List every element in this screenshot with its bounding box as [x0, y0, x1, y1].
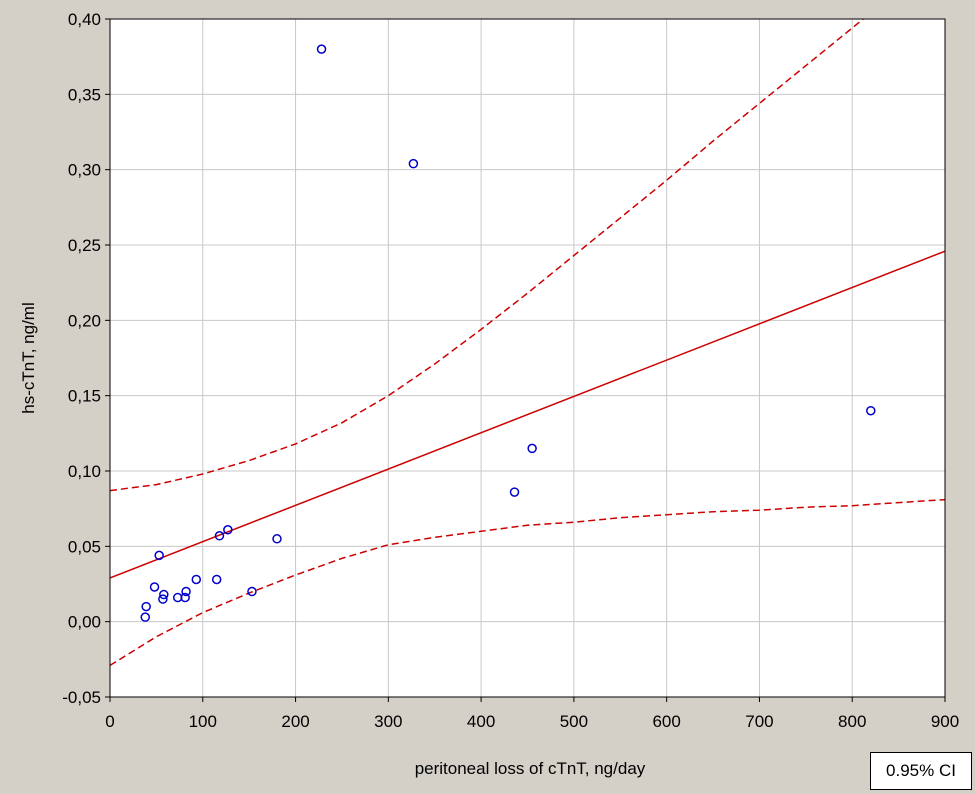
y-tick-label: 0,00: [68, 613, 101, 632]
x-tick-label: 300: [374, 712, 402, 731]
y-tick-label: 0,40: [68, 10, 101, 29]
data-point: [154, 550, 164, 561]
y-tick-label: 0,10: [68, 462, 101, 481]
x-tick-label: 900: [931, 712, 959, 731]
ci-lower-line: [110, 498, 945, 667]
x-tick-label: 0: [105, 712, 114, 731]
data-point: [214, 531, 225, 541]
data-point: [181, 586, 191, 597]
x-axis-label: peritoneal loss of cTnT, ng/day: [415, 759, 646, 778]
x-tick-label: 400: [467, 712, 495, 731]
data-point: [866, 405, 876, 416]
data-point: [316, 44, 327, 54]
data-point: [159, 589, 169, 600]
y-axis-label: hs-cTnT, ng/ml: [19, 302, 38, 413]
data-point: [211, 574, 222, 585]
data-point: [141, 601, 151, 612]
y-tick-label: 0,15: [68, 387, 101, 406]
plot-area: [110, 19, 945, 697]
ci-upper-line: [110, 19, 865, 492]
y-tick-label: 0,05: [68, 537, 101, 556]
x-tick-label: 500: [560, 712, 588, 731]
x-tick-label: 100: [189, 712, 217, 731]
data-point: [509, 487, 520, 497]
data-point: [223, 525, 233, 535]
y-tick-label: 0,35: [68, 85, 101, 104]
x-tick-label: 600: [652, 712, 680, 731]
data-point: [527, 443, 537, 454]
plot-frame: [109, 18, 946, 698]
data-point: [158, 594, 168, 604]
confidence-interval-button[interactable]: 0.95% CI: [870, 752, 972, 790]
data-point: [272, 534, 282, 544]
data-point: [408, 158, 419, 169]
data-point: [149, 582, 160, 592]
regression-line: [110, 250, 945, 579]
y-tick-label: 0,30: [68, 161, 101, 180]
data-point: [247, 586, 257, 597]
y-tick-label: -0,05: [62, 688, 101, 707]
x-tick-label: 800: [838, 712, 866, 731]
data-point: [140, 612, 151, 622]
y-tick-label: 0,25: [68, 236, 101, 255]
y-tick-label: 0,20: [68, 311, 101, 330]
x-tick-label: 700: [745, 712, 773, 731]
data-point: [180, 592, 190, 603]
data-point: [191, 574, 202, 585]
x-tick-label: 200: [281, 712, 309, 731]
